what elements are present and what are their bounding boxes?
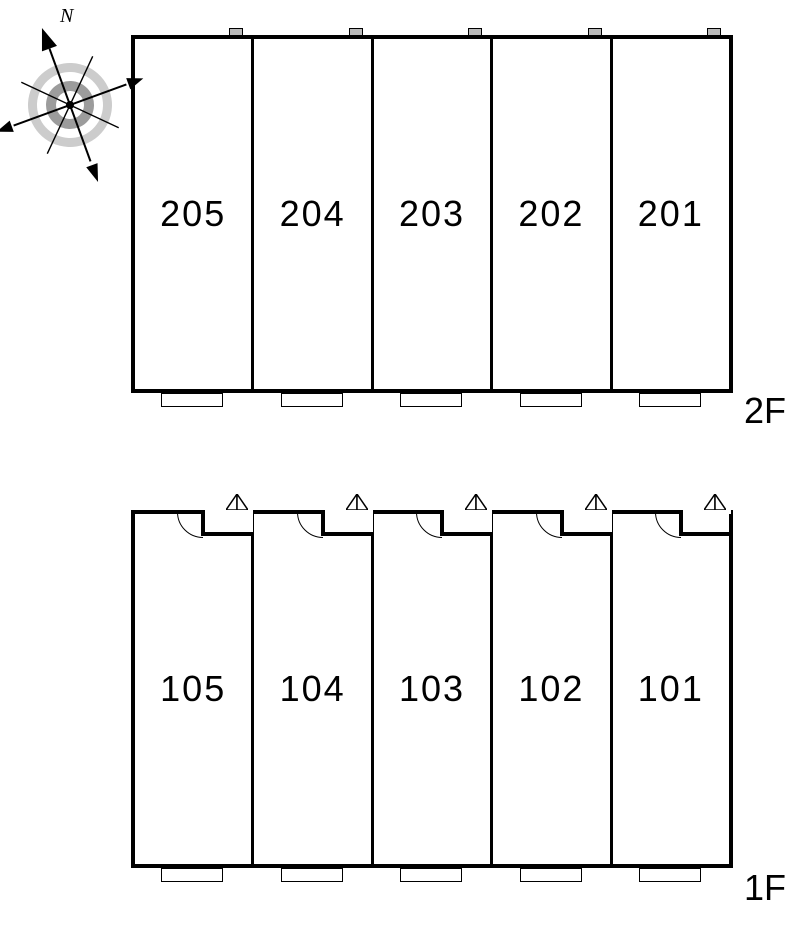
unit-201: 201 (613, 39, 729, 389)
entry-notch (683, 510, 729, 534)
unit-label: 104 (280, 668, 346, 710)
entry-notch-wall (201, 532, 253, 536)
ac-unit-icon (226, 494, 248, 510)
entry-notch-wall (440, 532, 492, 536)
balcony-mark (520, 868, 582, 882)
balcony-mark (281, 868, 343, 882)
entry-notch (444, 510, 492, 534)
unit-103: 103 (374, 514, 493, 864)
unit-label: 205 (160, 193, 226, 235)
window-mark (468, 28, 482, 36)
unit-label: 202 (518, 193, 584, 235)
floor-2f: 205 204 203 202 201 (131, 35, 733, 393)
ac-unit-icon (346, 494, 368, 510)
unit-202: 202 (493, 39, 612, 389)
ac-unit-icon (585, 494, 607, 510)
unit-label: 203 (399, 193, 465, 235)
unit-204: 204 (254, 39, 373, 389)
balcony-mark (400, 393, 462, 407)
unit-203: 203 (374, 39, 493, 389)
unit-label: 103 (399, 668, 465, 710)
balcony-mark (400, 868, 462, 882)
unit-label: 102 (518, 668, 584, 710)
entry-notch-wall (560, 532, 612, 536)
balcony-mark (161, 868, 223, 882)
floorplan-canvas: { "colors": { "background": "#ffffff", "… (0, 0, 800, 940)
entry-notch (325, 510, 373, 534)
entry-notch (564, 510, 612, 534)
unit-101: 101 (613, 514, 729, 864)
entry-notch-wall (679, 532, 731, 536)
balcony-mark (520, 393, 582, 407)
unit-102: 102 (493, 514, 612, 864)
balcony-mark (639, 868, 701, 882)
unit-label: 204 (280, 193, 346, 235)
floor-1f: 105 104 103 102 101 (131, 510, 733, 868)
compass-n-label: N (59, 5, 75, 27)
unit-105: 105 (135, 514, 254, 864)
unit-205: 205 (135, 39, 254, 389)
entry-notch (205, 510, 253, 534)
window-mark (349, 28, 363, 36)
unit-104: 104 (254, 514, 373, 864)
unit-label: 201 (638, 193, 704, 235)
unit-label: 105 (160, 668, 226, 710)
balcony-mark (281, 393, 343, 407)
ac-unit-icon (465, 494, 487, 510)
entry-notch-wall (321, 532, 373, 536)
floor-label-2f: 2F (744, 390, 786, 432)
window-mark (588, 28, 602, 36)
unit-label: 101 (638, 668, 704, 710)
balcony-mark (161, 393, 223, 407)
balcony-mark (639, 393, 701, 407)
ac-unit-icon (704, 494, 726, 510)
window-mark (229, 28, 243, 36)
floor-label-1f: 1F (744, 867, 786, 909)
window-mark (707, 28, 721, 36)
